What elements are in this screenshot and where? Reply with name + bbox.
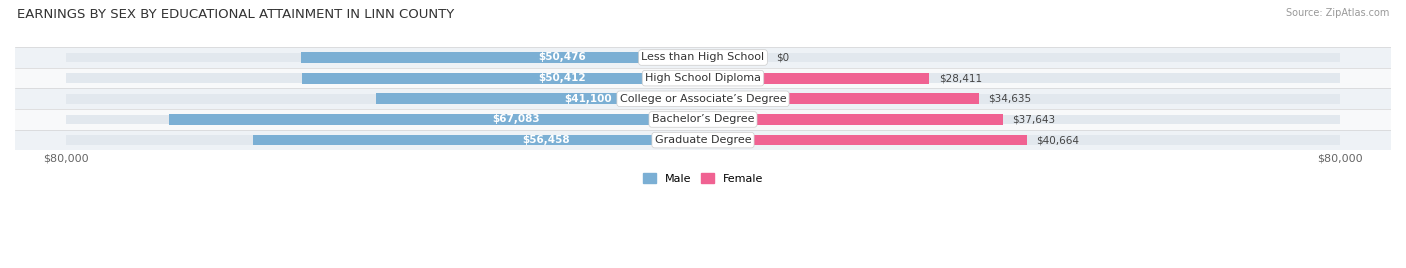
Text: Less than High School: Less than High School [641,53,765,62]
Bar [15,130,1391,150]
Bar [703,73,1340,83]
Bar [253,135,703,146]
Bar [703,53,1340,62]
Text: Bachelor’s Degree: Bachelor’s Degree [652,114,754,124]
Bar [375,94,703,104]
Text: $0: $0 [776,53,789,62]
Bar [15,68,1391,88]
Text: $50,476: $50,476 [538,53,586,62]
Text: $41,100: $41,100 [565,94,612,104]
Text: Source: ZipAtlas.com: Source: ZipAtlas.com [1285,8,1389,18]
Text: $28,411: $28,411 [939,73,981,83]
Bar [66,73,703,83]
Text: $34,635: $34,635 [988,94,1032,104]
Text: High School Diploma: High School Diploma [645,73,761,83]
Bar [169,114,703,125]
Text: Graduate Degree: Graduate Degree [655,135,751,145]
Text: $56,458: $56,458 [522,135,569,145]
Bar [15,88,1391,109]
Bar [15,109,1391,130]
Bar [66,135,703,145]
Bar [703,94,1340,104]
Text: $67,083: $67,083 [492,114,540,124]
Bar [301,73,703,84]
Text: $50,412: $50,412 [538,73,586,83]
Bar [66,115,703,124]
Bar [66,53,703,62]
Bar [703,73,929,84]
Text: $37,643: $37,643 [1012,114,1056,124]
Bar [703,94,979,104]
Bar [703,135,1340,145]
Text: EARNINGS BY SEX BY EDUCATIONAL ATTAINMENT IN LINN COUNTY: EARNINGS BY SEX BY EDUCATIONAL ATTAINMEN… [17,8,454,21]
Text: $40,664: $40,664 [1036,135,1080,145]
Bar [703,115,1340,124]
Bar [703,114,1002,125]
Bar [703,135,1026,146]
Bar [703,52,766,63]
Bar [301,52,703,63]
Legend: Male, Female: Male, Female [638,169,768,188]
Bar [66,94,703,104]
Bar [15,47,1391,68]
Text: College or Associate’s Degree: College or Associate’s Degree [620,94,786,104]
